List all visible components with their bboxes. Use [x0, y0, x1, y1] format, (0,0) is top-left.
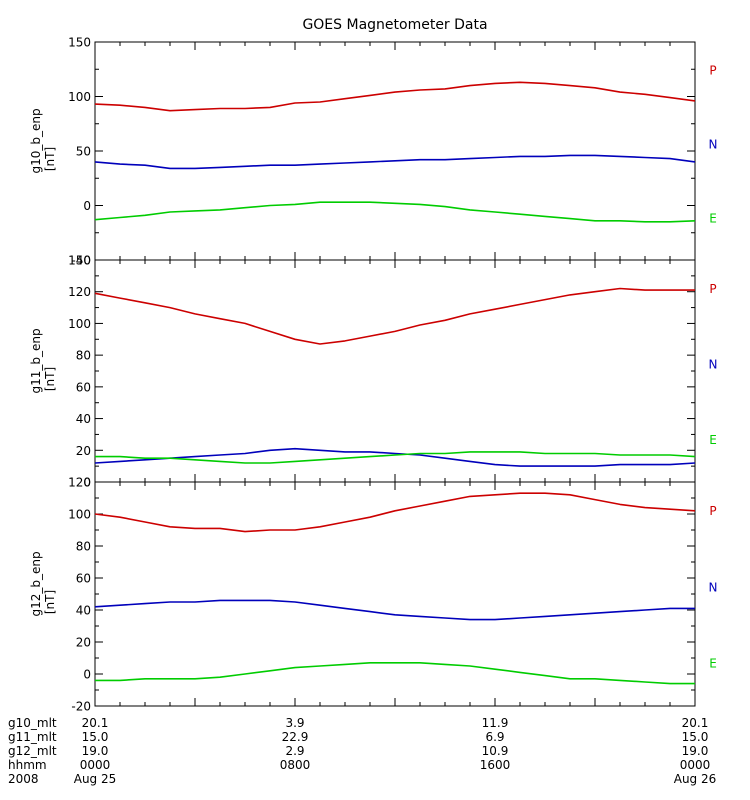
series-label-E: E — [709, 212, 717, 226]
y-tick-label: 40 — [76, 604, 91, 618]
series-line-E — [94, 201, 696, 223]
footer-value: 20.1 — [82, 716, 109, 730]
series-line-P — [94, 287, 695, 345]
footer-value: 1600 — [480, 758, 511, 772]
footer-value: 0000 — [680, 758, 711, 772]
series-line-P — [94, 492, 696, 533]
series-line-E — [95, 451, 696, 464]
time-axis-footer: g10_mlt 20.1 3.9 11.9 20.1 g11_mlt 15.0 22.9 6.9… — [8, 716, 716, 786]
y-tick-label: 100 — [68, 90, 91, 104]
series-label-P: P — [709, 63, 716, 77]
y-axis-unit: [nT] — [43, 147, 57, 171]
series-label-E: E — [709, 656, 717, 670]
series-label-N: N — [709, 357, 718, 371]
y-tick-label: 140 — [68, 254, 91, 268]
y-tick-label: 80 — [76, 540, 91, 554]
y-tick-label: 0 — [83, 476, 91, 490]
y-tick-label: 120 — [68, 476, 91, 490]
footer-value: 20.1 — [682, 716, 709, 730]
series-label-E: E — [709, 433, 717, 447]
footer-value: 3.9 — [285, 716, 304, 730]
y-tick-label: 150 — [68, 36, 91, 50]
series-line-N — [94, 154, 696, 170]
footer-row-label: hhmm — [8, 758, 47, 772]
footer-value: 2.9 — [285, 744, 304, 758]
y-tick-label: -50 — [71, 254, 91, 268]
panel-1: -50 0 50 100 150 g10_b_enp [nT] P N E — [29, 36, 717, 268]
y-tick-label: -20 — [71, 700, 91, 714]
footer-value: 0800 — [280, 758, 311, 772]
footer-value: 11.9 — [482, 716, 509, 730]
y-tick-label: 20 — [76, 636, 91, 650]
y-tick-label: 60 — [76, 572, 91, 586]
y-tick-label: 50 — [76, 145, 91, 159]
series-line-N — [94, 599, 695, 621]
footer-value: 15.0 — [682, 730, 709, 744]
y-tick-label: 40 — [76, 412, 91, 426]
y-axis-unit: [nT] — [43, 367, 57, 391]
series-line-P — [94, 81, 696, 112]
footer-value: 6.9 — [485, 730, 504, 744]
y-tick-label: 0 — [83, 668, 91, 682]
y-tick-label: 80 — [76, 349, 91, 363]
footer-value: 15.0 — [82, 730, 109, 744]
footer-start-date: Aug 25 — [74, 772, 117, 786]
y-axis-label: g10_b_enp — [29, 108, 43, 173]
y-tick-label: 100 — [68, 317, 91, 331]
y-axis-label: g11_b_enp — [29, 328, 43, 393]
series-label-P: P — [709, 504, 716, 518]
series-line-N — [94, 447, 696, 467]
y-tick-label: 100 — [68, 508, 91, 522]
series-label-N: N — [709, 580, 718, 594]
y-tick-label: 60 — [76, 380, 91, 394]
footer-row-label: g10_mlt — [8, 716, 57, 730]
y-tick-label: 20 — [76, 444, 91, 458]
series-label-N: N — [709, 137, 718, 151]
footer-value: 10.9 — [482, 744, 509, 758]
chart-title: GOES Magnetometer Data — [302, 17, 487, 33]
series-label-P: P — [709, 282, 716, 296]
y-tick-label: 120 — [68, 285, 91, 299]
footer-value: 19.0 — [682, 744, 709, 758]
y-axis-label: g12_b_enp — [29, 551, 43, 616]
footer-end-date: Aug 26 — [674, 772, 717, 786]
series-line-E — [95, 661, 695, 685]
y-axis-unit: [nT] — [43, 590, 57, 614]
panel-3: -20 0 20 40 60 80 100 120 g12_b_enp [nT] P N E — [29, 476, 717, 714]
footer-value: 19.0 — [82, 744, 109, 758]
footer-value: 22.9 — [282, 730, 309, 744]
panel-2: 0 20 40 60 80 100 120 140 g11_b_enp [nT] P N E — [29, 254, 717, 490]
footer-value: 0000 — [80, 758, 111, 772]
footer-row-label: g12_mlt — [8, 744, 57, 758]
footer-year: 2008 — [8, 772, 39, 786]
footer-row-label: g11_mlt — [8, 730, 57, 744]
y-tick-label: 0 — [83, 199, 91, 213]
